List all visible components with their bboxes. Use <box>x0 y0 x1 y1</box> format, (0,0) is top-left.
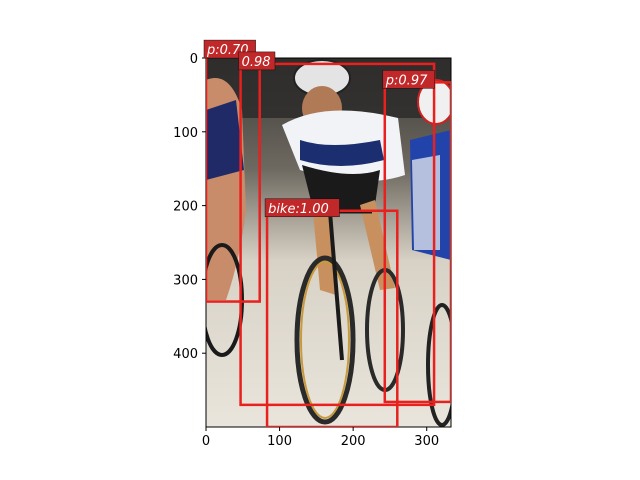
detection-label-bg <box>238 51 276 71</box>
x-tick-label: 100 <box>267 434 292 449</box>
detection-label-bg <box>264 198 340 218</box>
y-tick-label: 0 <box>190 52 198 67</box>
y-tick-label: 200 <box>173 200 198 215</box>
y-tick-label: 100 <box>173 126 198 141</box>
detection-box <box>239 62 436 407</box>
detection-label: p:0.97 <box>385 73 428 88</box>
photo <box>206 58 451 427</box>
y-tick-label: 400 <box>173 347 198 362</box>
detection-label-bg <box>382 70 435 89</box>
x-tick-label: 300 <box>414 434 439 449</box>
axis-ticks: 0 100 200 300 0 100 200 300 400 <box>173 52 439 449</box>
x-tick-label: 0 <box>202 434 210 449</box>
detection-box <box>206 58 261 303</box>
detection-labels: p:0.700.98 p:0.97 bike:1.00 <box>203 39 435 218</box>
detection-label: p:0.70 <box>206 43 249 58</box>
detection-label: bike:1.00 <box>268 202 329 217</box>
x-tick-label: 200 <box>341 434 366 449</box>
y-tick-label: 300 <box>173 273 198 288</box>
detection-label: 0.98 <box>242 55 271 70</box>
